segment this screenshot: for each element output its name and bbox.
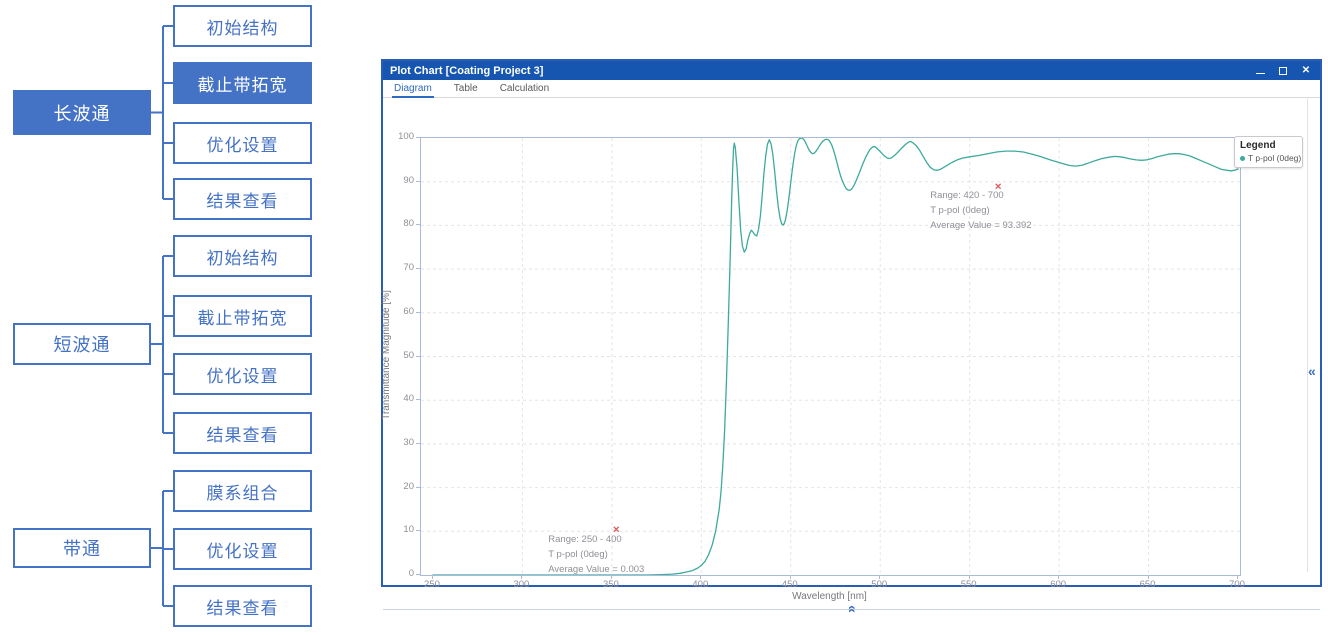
x-tick-mark [879,575,881,579]
tab-table[interactable]: Table [453,82,478,94]
x-tick-label: 450 [781,579,798,590]
y-tick-label: 40 [403,393,414,405]
flow-child-node[interactable]: 初始结构 [173,5,312,47]
close-button[interactable]: ✕ [1301,64,1311,76]
x-tick-mark [789,575,791,579]
legend-series-dot [1240,155,1245,161]
x-tick-label: 700 [1229,579,1245,590]
flow-child-node[interactable]: 截止带拓宽 [173,295,312,337]
flow-parent-node[interactable]: 带通 [13,528,151,568]
annotation: Range: 420 - 700 T p-pol (0deg) Average Va… [930,188,1031,233]
flow-child-node[interactable]: 膜系组合 [173,470,312,512]
legend-title: Legend [1240,140,1276,151]
legend: Legend T p-pol (0deg) [1234,136,1303,168]
y-tick-mark [416,442,420,444]
x-axis-title: Wavelength [nm] [792,591,867,602]
y-tick-label: 10 [403,524,414,536]
y-tick-mark [416,137,420,138]
window-controls: ✕ [1254,65,1320,77]
tab-calculation[interactable]: Calculation [499,82,550,94]
y-tick-mark [416,399,420,401]
flow-child-node[interactable]: 初始结构 [173,235,312,277]
y-tick-mark [416,355,420,357]
chevron-up-icon: « [844,605,861,613]
x-tick-label: 300 [513,579,530,590]
x-tick-mark [700,575,702,579]
y-tick-mark [416,224,420,226]
right-panel-divider [1307,97,1308,572]
y-tick-label: 30 [403,436,414,448]
legend-series-row: T p-pol (0deg) [1240,153,1301,163]
y-tick-label: 100 [398,131,414,142]
y-tick-label: 90 [403,174,414,186]
y-tick-mark [416,311,420,313]
x-tick-label: 350 [602,579,619,590]
flow-diagram: 长波通 初始结构 截止带拓宽 优化设置 结果查看 短波通 初始结构 截止带拓宽 优化设置 结果查看… [0,0,340,635]
x-tick-label: 500 [871,579,888,590]
flow-child-node[interactable]: 优化设置 [173,122,312,164]
chevron-left-icon: « [1308,363,1316,379]
x-tick-mark [521,575,523,579]
plot-window: Plot Chart [Coating Project 3] ✕ Diagram… [381,59,1322,613]
annotation-line: Range: 250 - 400 [548,534,622,546]
y-tick-mark [416,486,420,488]
y-tick-mark [416,530,420,532]
x-tick-mark [1058,575,1060,579]
x-tick-mark [1147,575,1149,579]
minimize-icon [1255,72,1265,75]
y-tick-mark [416,180,420,182]
y-tick-label: 20 [403,480,414,492]
flow-child-node[interactable]: 截止带拓宽 [173,62,312,104]
maximize-icon [1279,66,1287,75]
flow-child-node[interactable]: 结果查看 [173,585,312,627]
x-tick-mark [431,575,433,579]
bottom-panel-divider [383,609,1320,610]
x-tick-mark [968,575,970,579]
flow-child-node[interactable]: 优化设置 [173,528,312,570]
flow-child-node[interactable]: 结果查看 [173,178,312,220]
flow-parent-node[interactable]: 长波通 [13,90,151,135]
annotation-line: Average Value = 93.392 [930,220,1032,232]
x-tick-label: 400 [692,579,709,590]
target-marker-icon: ✕ [612,524,621,535]
target-marker-icon: ✕ [994,181,1002,192]
window-content: Transmittance Magnitude [%] Wavelength [… [381,97,1320,613]
y-tick-label: 0 [408,568,414,579]
x-tick-mark [1237,575,1239,579]
tab-bar: Diagram Table Calculation [383,80,1320,98]
collapse-bottom-button[interactable]: « [844,605,861,613]
y-tick-label: 70 [403,262,414,274]
flow-connectors [151,25,173,607]
flow-child-node[interactable]: 优化设置 [173,353,312,395]
minimize-button[interactable] [1254,65,1266,77]
y-tick-label: 80 [403,218,414,230]
annotation-line: Average Value = 0.003 [548,564,645,576]
x-tick-label: 650 [1139,579,1156,590]
collapse-right-button[interactable]: « [1308,364,1316,378]
window-titlebar[interactable]: Plot Chart [Coating Project 3] ✕ [383,61,1320,80]
window-title: Plot Chart [Coating Project 3] [390,64,544,77]
y-tick-label: 60 [403,305,414,317]
annotation-line: T p-pol (0deg) [548,549,608,561]
x-tick-label: 600 [1050,579,1067,590]
chart-canvas [421,138,1240,575]
x-tick-label: 550 [960,579,977,590]
plot-area[interactable] [420,137,1241,576]
annotation-line: T p-pol (0deg) [930,205,990,217]
y-tick-mark [416,574,420,575]
flow-parent-node[interactable]: 短波通 [13,323,151,365]
maximize-button[interactable] [1277,65,1289,77]
flow-child-node[interactable]: 结果查看 [173,412,312,454]
y-tick-mark [416,268,420,270]
x-tick-label: 250 [424,579,440,590]
y-tick-label: 50 [403,349,414,361]
tab-diagram[interactable]: Diagram [383,81,443,98]
series-line [432,138,1239,575]
legend-series-label: T p-pol (0deg) [1248,153,1302,163]
annotation: Range: 250 - 400 T p-pol (0deg) Average Va… [548,532,644,577]
x-tick-mark [610,575,612,579]
annotation-line: Range: 420 - 700 [930,190,1004,202]
